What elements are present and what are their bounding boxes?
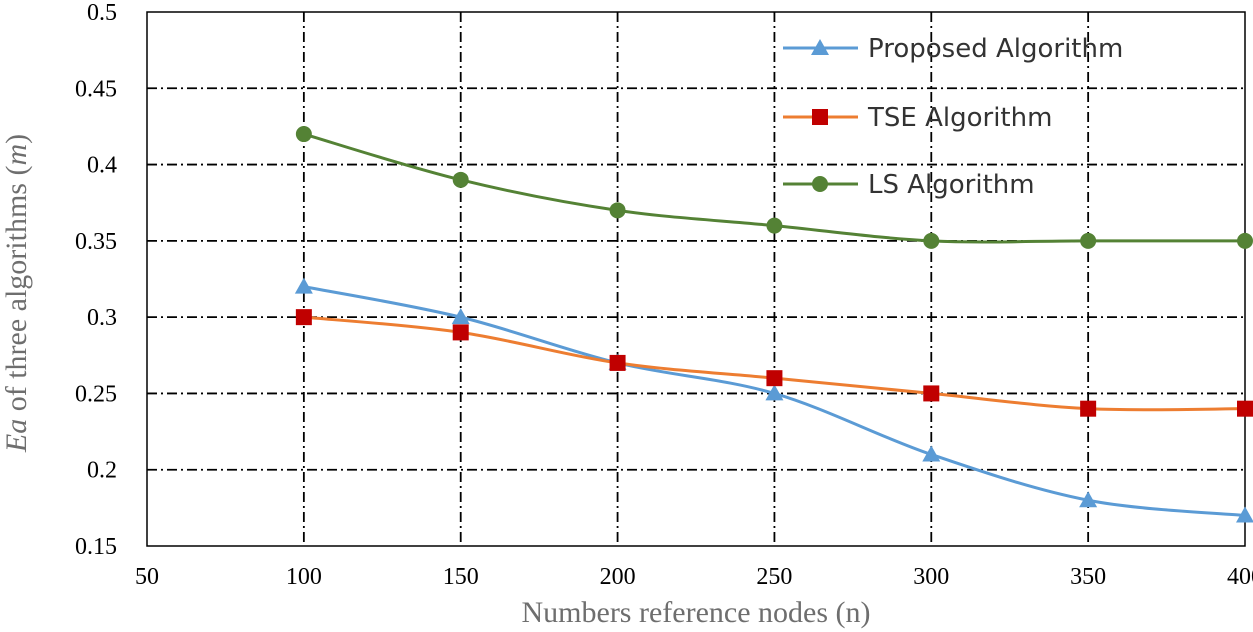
y-tick-label: 0.5 [87,0,117,26]
x-tick-label: 50 [135,564,159,590]
plot-area-frame [146,11,1246,547]
series-tse-algorithm [295,309,1253,417]
y-axis-title-part: Ea [0,419,33,453]
y-tick-label: 0.25 [75,381,117,407]
y-tick-label: 0.4 [87,153,117,179]
y-tick-label: 0.35 [75,229,117,255]
data-point [766,370,783,387]
data-point [609,354,626,371]
data-point [294,277,313,294]
legend-entry: TSE Algorithm [783,103,1052,133]
data-point [923,385,940,402]
data-point [1237,232,1253,249]
x-tick-label: 300 [913,564,949,590]
data-point [1080,400,1097,417]
data-point [1080,232,1097,249]
legend-label: TSE Algorithm [867,103,1052,133]
data-point [766,217,783,234]
data-point [1236,506,1253,523]
legend: Proposed Algorithm TSE Algorithm LS Algori… [783,34,1123,200]
y-axis-tick-labels: 0.15 0.2 0.25 0.3 0.35 0.4 0.45 0.5 [75,0,117,560]
data-point [295,126,312,143]
y-axis-title-part: ) [0,134,33,144]
legend-label: Proposed Algorithm [868,34,1123,64]
data-point [1079,491,1098,508]
legend-entry: Proposed Algorithm [783,34,1123,64]
legend-marker [812,176,828,192]
x-axis-title: Numbers reference nodes (n) [522,596,871,629]
x-tick-label: 250 [756,564,792,590]
y-axis-title-part: m [0,144,33,166]
x-tick-label: 200 [600,564,636,590]
x-tick-label: 150 [443,564,479,590]
data-point [922,445,941,462]
y-tick-label: 0.2 [87,458,117,484]
y-tick-label: 0.45 [75,76,117,102]
data-point [1237,400,1253,417]
y-tick-label: 0.3 [87,305,117,331]
x-tick-label: 350 [1070,564,1106,590]
x-axis-tick-labels: 50 100 150 200 250 300 350 400 [135,564,1253,590]
legend-entry: LS Algorithm [783,170,1035,200]
data-series [294,126,1253,523]
series-proposed-algorithm [294,277,1253,523]
data-point [452,324,469,341]
legend-label: LS Algorithm [868,170,1035,200]
data-point [451,308,470,325]
y-tick-label: 0.15 [75,534,117,560]
y-axis-title: Ea of three algorithms (m) [0,134,33,453]
legend-marker [812,109,828,125]
legend-marker [811,39,829,55]
y-axis-title-part: of three algorithms ( [0,166,33,419]
data-point [295,309,312,326]
data-point [765,384,784,401]
data-point [452,171,469,188]
series-ls-algorithm [295,126,1253,249]
data-point [609,202,626,219]
x-tick-label: 400 [1227,564,1253,590]
data-point [923,232,940,249]
x-tick-label: 100 [286,564,322,590]
grid-lines [147,12,1245,546]
